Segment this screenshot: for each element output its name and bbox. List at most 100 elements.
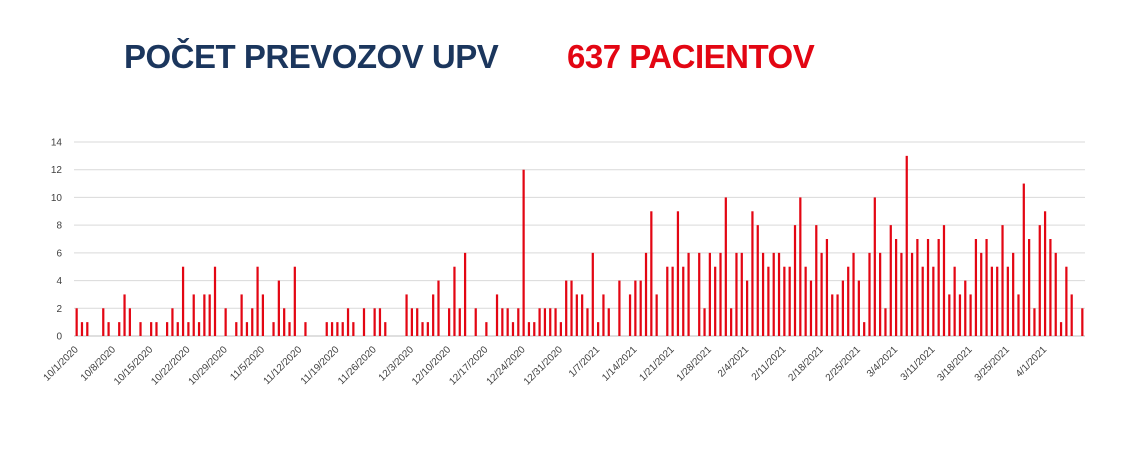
bar [575, 294, 578, 336]
x-tick-label: 10/1/2020 [42, 344, 82, 384]
bar [809, 280, 813, 336]
bar [150, 322, 153, 336]
bar [405, 294, 408, 336]
bar [820, 252, 823, 336]
bar [171, 308, 174, 336]
x-tick-label: 2/18/2021 [786, 344, 826, 384]
x-tick-label: 3/4/2021 [865, 344, 901, 380]
bar [208, 294, 211, 336]
bar [352, 322, 355, 336]
bar [650, 211, 653, 336]
x-axis-ticks: 10/1/202010/8/202010/15/202010/22/202010… [42, 344, 1050, 387]
bar [900, 252, 903, 336]
bar [213, 266, 217, 336]
bar [293, 266, 296, 336]
bar [969, 294, 972, 336]
bar [501, 308, 504, 336]
bar [261, 294, 265, 336]
x-tick-label: 12/10/2020 [410, 344, 453, 387]
bar [384, 322, 387, 336]
bar [86, 322, 89, 336]
x-tick-label: 10/22/2020 [149, 344, 192, 387]
bar [495, 294, 499, 336]
x-tick-label: 4/1/2021 [1014, 344, 1050, 380]
bar [139, 322, 142, 336]
x-tick-label: 11/5/2020 [228, 344, 267, 383]
bar [964, 280, 967, 336]
bar [256, 266, 259, 336]
bar [549, 308, 552, 336]
bar [543, 308, 547, 336]
bar [362, 308, 366, 336]
bar [698, 252, 701, 336]
bar [868, 252, 871, 336]
bar [1017, 294, 1020, 336]
bar [517, 308, 520, 336]
bar [304, 322, 307, 336]
bar [421, 322, 424, 336]
bar [448, 308, 451, 336]
bar [644, 252, 648, 336]
bar [714, 266, 717, 336]
x-tick-label: 1/28/2021 [675, 344, 715, 384]
bar [857, 280, 860, 336]
x-tick-label: 12/31/2020 [522, 344, 565, 387]
bar [586, 308, 589, 336]
bar [341, 322, 344, 336]
bar [953, 266, 956, 336]
bar [102, 308, 105, 336]
bar [916, 239, 919, 336]
x-tick-label: 10/15/2020 [112, 344, 155, 387]
bar [591, 252, 594, 336]
bar [985, 239, 988, 336]
y-tick-label: 10 [51, 193, 63, 204]
x-tick-label: 3/11/2021 [899, 344, 938, 383]
bar [1054, 252, 1057, 336]
y-tick-label: 12 [51, 165, 63, 176]
bar [671, 266, 674, 336]
bar [474, 308, 477, 336]
bar [730, 308, 733, 336]
bar [618, 280, 621, 336]
bar [511, 322, 515, 336]
bar [746, 280, 749, 336]
bar [926, 239, 930, 336]
x-tick-label: 12/24/2020 [485, 344, 528, 387]
x-tick-label: 1/7/2021 [567, 344, 603, 380]
bar [565, 280, 568, 336]
x-tick-label: 12/3/2020 [377, 344, 417, 384]
bar [974, 239, 978, 336]
bar [815, 225, 818, 336]
bar [1070, 294, 1073, 336]
y-tick-label: 14 [51, 138, 63, 149]
x-tick-label: 10/8/2020 [79, 344, 119, 384]
bar [910, 252, 914, 336]
bar [80, 322, 84, 336]
bar [1049, 239, 1052, 336]
bar [836, 294, 839, 336]
bar [628, 294, 632, 336]
x-tick-label: 1/14/2021 [600, 344, 640, 384]
bar [682, 266, 685, 336]
x-tick-label: 11/19/2020 [299, 344, 342, 387]
bar [990, 266, 993, 336]
bar [921, 266, 924, 336]
bar [155, 322, 158, 336]
bar [1001, 225, 1004, 336]
bar [1028, 239, 1031, 336]
bar [522, 169, 525, 336]
bar [831, 294, 834, 336]
bar [336, 322, 339, 336]
bar [1065, 266, 1068, 336]
chart-title: POČET PREVOZOV UPV [124, 38, 499, 75]
bar [884, 308, 887, 336]
bar [458, 308, 461, 336]
bar [905, 155, 908, 336]
bar [437, 280, 440, 336]
bar [703, 308, 706, 336]
bar [788, 266, 791, 336]
bar [735, 252, 738, 336]
bar [1012, 252, 1015, 336]
bar [847, 266, 850, 336]
bar [825, 239, 829, 336]
